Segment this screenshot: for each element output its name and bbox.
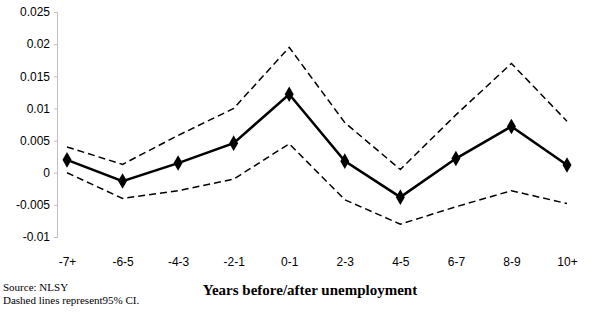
y-tick-mark <box>54 173 57 174</box>
ci-line <box>67 144 567 224</box>
x-tick-label: 6-7 <box>448 255 466 269</box>
x-tick-label: -2-1 <box>223 255 245 269</box>
marker <box>451 151 460 167</box>
y-tick: -0.01 <box>23 230 57 244</box>
marker <box>174 155 183 171</box>
y-tick-label: -0.01 <box>23 230 51 244</box>
y-tick-mark <box>54 205 57 206</box>
marker <box>285 86 294 102</box>
annotation: Dashed lines represent95% CI. <box>3 294 139 306</box>
x-axis: -7+ -6-5 -4-3 -2-1 0-1 2-3 4-5 6-7 8-9 10+ <box>59 237 578 269</box>
x-tick: -4-3 <box>168 237 190 269</box>
x-tick-label: -6-5 <box>112 255 134 269</box>
y-tick-label: -0.005 <box>16 198 50 212</box>
x-tick: 2-3 <box>337 237 355 269</box>
x-tick: -7+ <box>59 237 77 269</box>
x-tick: 10+ <box>557 237 577 269</box>
plot-area <box>63 47 572 224</box>
x-tick: -2-1 <box>223 237 245 269</box>
x-tick-label: 4-5 <box>392 255 410 269</box>
marker <box>563 157 572 173</box>
y-tick: 0.01 <box>27 102 57 116</box>
marker <box>229 135 238 151</box>
marker <box>118 173 127 189</box>
y-tick-mark <box>54 12 57 13</box>
y-tick-label: 0.005 <box>20 134 50 148</box>
x-tick-label: 0-1 <box>281 255 299 269</box>
x-tick: 4-5 <box>392 237 410 269</box>
y-tick-mark <box>54 76 57 77</box>
marker <box>340 153 349 169</box>
y-tick-mark <box>54 141 57 142</box>
y-tick-mark <box>54 44 57 45</box>
y-tick-label: 0.025 <box>20 5 50 19</box>
y-tick-label: 0.02 <box>27 37 51 51</box>
marker <box>507 119 516 135</box>
y-tick: 0 <box>43 166 57 180</box>
x-tick-label: -4-3 <box>168 255 190 269</box>
y-tick-label: 0.01 <box>27 102 51 116</box>
x-tick: -6-5 <box>112 237 134 269</box>
y-tick: 0.005 <box>20 134 57 148</box>
x-tick-label: -7+ <box>59 255 77 269</box>
y-tick-label: 0 <box>43 166 50 180</box>
y-tick: -0.005 <box>16 198 57 212</box>
x-axis-title: Years before/after unemployment <box>203 282 417 298</box>
x-tick-label: 10+ <box>557 255 577 269</box>
estimate-line <box>67 94 567 197</box>
y-axis: -0.01 -0.005 0 0.005 0.01 0.015 0.02 0.025 <box>16 5 58 244</box>
x-tick-label: 2-3 <box>337 255 355 269</box>
y-tick-label: 0.015 <box>20 70 50 84</box>
y-tick: 0.025 <box>20 5 57 19</box>
y-tick: 0.015 <box>20 70 57 84</box>
y-axis-line <box>54 13 58 238</box>
chart: -0.01 -0.005 0 0.005 0.01 0.015 0.02 0.025 -7+ -6… <box>0 0 600 323</box>
y-tick-mark <box>54 237 57 238</box>
x-tick: 0-1 <box>281 237 299 269</box>
x-tick-label: 8-9 <box>503 255 521 269</box>
x-tick: 6-7 <box>448 237 466 269</box>
annotation: Source: NLSY <box>3 281 68 293</box>
ci-line <box>67 47 567 169</box>
y-tick: 0.02 <box>27 37 57 51</box>
y-tick-mark <box>54 108 57 109</box>
x-axis-line <box>68 237 568 238</box>
x-tick: 8-9 <box>503 237 521 269</box>
marker <box>396 189 405 205</box>
marker <box>63 152 72 168</box>
